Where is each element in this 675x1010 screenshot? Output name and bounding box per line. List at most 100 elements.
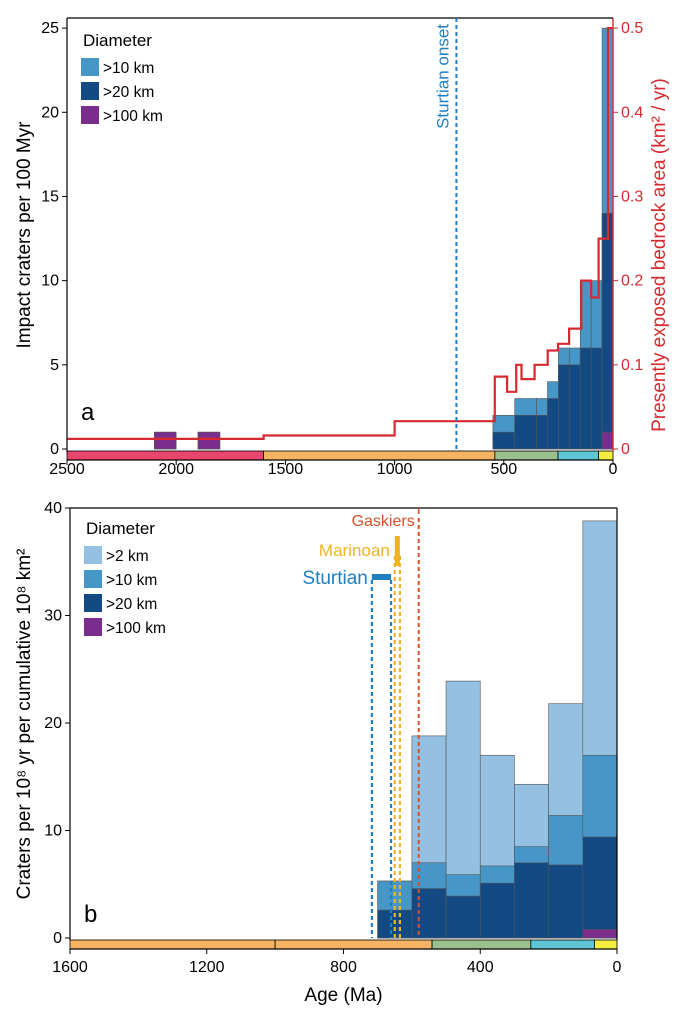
legend-swatch — [81, 58, 99, 76]
legend-title: Diameter — [86, 519, 155, 538]
legend-label: >20 km — [103, 84, 154, 101]
annotation-sturtian-onset: Sturtian onset — [433, 18, 458, 449]
bar — [569, 364, 581, 450]
legend-label: >100 km — [103, 108, 163, 125]
timescale-segment-0 — [66, 450, 264, 461]
y-tick-label: 20 — [41, 104, 59, 121]
timescale-segment-3 — [530, 939, 595, 950]
legend-label: >10 km — [106, 572, 157, 589]
legend-label: >2 km — [106, 548, 149, 565]
annotation-bar — [394, 536, 400, 566]
right-tick-label: 0.4 — [621, 104, 643, 121]
y-tick-label: 40 — [44, 500, 62, 517]
annotation-label: Sturtian onset — [433, 24, 452, 129]
bar — [411, 888, 447, 939]
right-tick-label: 0.1 — [621, 357, 643, 374]
annotation-bar — [371, 574, 392, 580]
legend-swatch — [84, 546, 102, 564]
y-tick-label: 15 — [41, 188, 59, 205]
bar — [492, 431, 516, 450]
legend-swatch — [84, 618, 102, 636]
timescale-segment-2 — [494, 450, 559, 461]
y-tick-label: 25 — [41, 20, 59, 37]
x-tick-label: 500 — [490, 461, 517, 478]
bar — [547, 398, 559, 450]
x-tick-label: 1500 — [268, 461, 304, 478]
right-axis-title: Presently exposed bedrock area (km² / yr… — [649, 78, 670, 432]
annotation-label: Gaskiers — [352, 513, 415, 530]
timescale-bar — [66, 450, 614, 461]
right-tick-label: 0.5 — [621, 20, 643, 37]
panel-label: b — [84, 901, 97, 928]
annotation-gaskiers: Gaskiers — [352, 508, 420, 938]
legend-swatch — [84, 594, 102, 612]
timescale-segment-4 — [598, 450, 614, 461]
timescale-segment-3 — [557, 450, 599, 461]
annotation-label: Sturtian — [302, 568, 367, 589]
annotation-marinoan: Marinoan — [319, 536, 402, 938]
bar — [479, 882, 515, 939]
annotation-sturtian: Sturtian — [302, 568, 393, 938]
legend: Diameter >10 km >20 km >100 km — [81, 31, 163, 125]
legend-swatch — [81, 82, 99, 100]
bar — [558, 364, 570, 450]
x-tick-label: 0 — [609, 461, 618, 478]
x-tick-label: 0 — [613, 959, 622, 976]
x-tick-label: 400 — [467, 959, 494, 976]
legend-swatch — [84, 570, 102, 588]
bar — [548, 864, 584, 939]
bar — [601, 212, 614, 450]
bar — [197, 431, 221, 450]
bar — [582, 929, 618, 939]
timescale-segment-4 — [594, 939, 618, 950]
y-tick-label: 0 — [53, 930, 62, 947]
x-tick-label: 2000 — [158, 461, 194, 478]
y-tick-label: 10 — [44, 823, 62, 840]
panel-a: 0 0.1 0.2 0.3 0.4 0.5 Presently exposed bedroc… — [14, 17, 670, 478]
y-tick-label: 0 — [50, 441, 59, 458]
bar — [154, 431, 177, 450]
timescale-bar — [69, 939, 618, 950]
bar — [590, 347, 603, 450]
timescale-segment-1 — [274, 939, 433, 950]
x-axis-title: Age (Ma) — [304, 985, 382, 1006]
bar — [514, 862, 549, 939]
series-20km-bars — [377, 836, 618, 939]
panel-label: a — [81, 399, 95, 426]
bar — [514, 415, 537, 450]
right-tick-label: 0 — [621, 441, 630, 458]
timescale-segment-2 — [431, 939, 532, 950]
legend-label: >20 km — [106, 596, 157, 613]
y-tick-label: 10 — [41, 273, 59, 290]
legend-title: Diameter — [83, 31, 152, 50]
legend-swatch — [81, 106, 99, 124]
y-tick-label: 30 — [44, 608, 62, 625]
right-axis: 0 0.1 0.2 0.3 0.4 0.5 Presently exposed bedroc… — [612, 18, 670, 458]
legend-label: >100 km — [106, 620, 166, 637]
annotation-label: Marinoan — [319, 541, 390, 560]
legend: Diameter >2 km >10 km >20 km >100 km — [84, 519, 166, 637]
y-tick-label: 20 — [44, 715, 62, 732]
bar — [536, 415, 548, 450]
bar — [582, 836, 618, 939]
timescale-segment-0 — [69, 939, 276, 950]
right-tick-label: 0.3 — [621, 188, 643, 205]
y-axis-title: Impact craters per 100 Myr — [14, 121, 35, 349]
bar — [445, 895, 481, 939]
y-tick-label: 5 — [50, 357, 59, 374]
bar — [579, 347, 592, 450]
x-tick-label: 1200 — [189, 959, 225, 976]
series-100km-bars — [582, 929, 618, 939]
timescale-segment-1 — [263, 450, 496, 461]
series-100km-bars — [154, 431, 614, 450]
x-tick-label: 1600 — [52, 959, 88, 976]
x-tick-label: 2500 — [49, 461, 85, 478]
x-tick-label: 800 — [330, 959, 357, 976]
right-tick-label: 0.2 — [621, 273, 643, 290]
bedrock-area-line — [67, 27, 613, 440]
x-tick-label: 1000 — [377, 461, 413, 478]
bar — [601, 431, 614, 450]
panel-b: 0 10 20 30 40 1600 1200 800 400 0 Craters per 10⁸ … — [14, 500, 622, 1006]
legend-label: >10 km — [103, 60, 154, 77]
